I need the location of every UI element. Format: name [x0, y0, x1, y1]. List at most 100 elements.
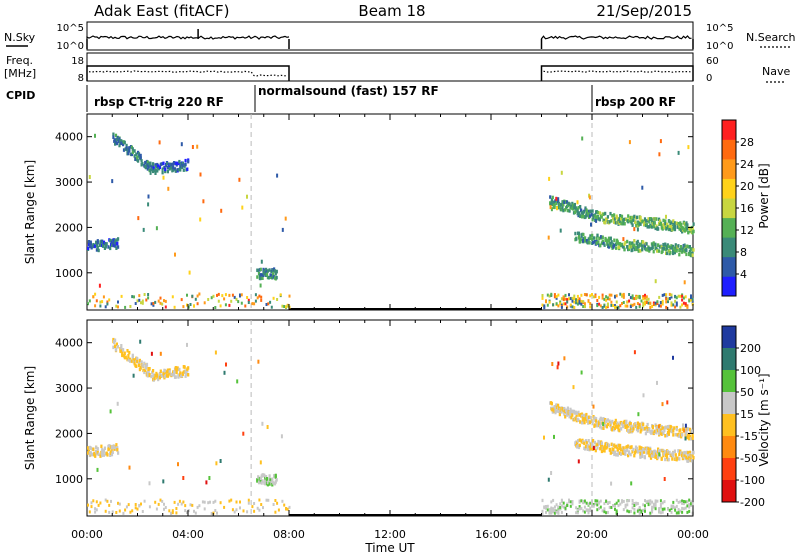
scatter-cell: [683, 428, 686, 433]
scatter-cell: [612, 447, 615, 452]
scatter-cell: [179, 168, 182, 172]
scatter-cell: [619, 443, 622, 448]
scatter-cell: [154, 373, 157, 378]
scatter-cell: [675, 504, 678, 508]
scatter-cell: [142, 227, 145, 232]
cpid-panel: CPID rbsp CT-trig 220 RF normalsound (fa…: [6, 84, 694, 112]
scatter-cell: [102, 244, 105, 248]
scatter-cell: [586, 443, 589, 448]
scatter-cell: [584, 236, 587, 240]
scatter-cell: [258, 498, 261, 502]
scatter-cell: [636, 294, 639, 298]
scatter-cell: [182, 476, 185, 480]
scatter-cell: [265, 477, 269, 482]
scatter-cell: [552, 200, 555, 204]
scatter-cell: [677, 294, 680, 298]
scatter-cell: [559, 502, 562, 506]
scatter-cell: [665, 246, 669, 250]
scatter-cell: [658, 431, 661, 436]
scatter-cell: [640, 509, 643, 513]
scatter-cell: [99, 454, 102, 458]
scatter-cell: [575, 411, 578, 415]
scatter-cell: [127, 354, 130, 358]
scatter-cell: [147, 194, 150, 199]
scatter-cell: [631, 303, 634, 307]
scatter-cell: [580, 506, 583, 510]
scatter-cell: [609, 236, 612, 241]
scatter-cell: [673, 227, 677, 232]
scatter-cell: [574, 206, 577, 210]
scatter-cell: [649, 247, 652, 251]
scatter-cell: [585, 293, 588, 297]
scatter-cell: [656, 499, 659, 503]
scatter-cell: [94, 133, 96, 138]
scatter-cell: [198, 292, 201, 296]
scatter-cell: [606, 502, 609, 505]
scatter-cell: [120, 141, 123, 146]
scatter-cell: [621, 500, 623, 504]
scatter-cell: [589, 302, 592, 306]
scatter-cell: [164, 305, 167, 309]
scatter-cell: [180, 502, 183, 506]
scatter-cell: [624, 425, 627, 429]
scatter-cell: [651, 225, 654, 229]
scatter-cell: [541, 294, 544, 297]
scatter-cell: [618, 245, 621, 249]
scatter-cell: [651, 218, 654, 222]
scatter-cell: [630, 424, 633, 429]
scatter-cell: [577, 439, 580, 443]
scatter-cell: [555, 296, 558, 300]
scatter-cell: [152, 374, 155, 378]
scatter-cell: [138, 504, 141, 507]
scatter-cell: [615, 305, 618, 309]
scatter-cell: [601, 296, 604, 300]
scatter-cell: [162, 161, 165, 166]
scatter-cell: [161, 167, 164, 171]
scatter-cell: [621, 448, 624, 452]
colorbar-segment: [722, 392, 736, 415]
scatter-cell: [642, 422, 645, 427]
scatter-cell: [171, 295, 174, 299]
scatter-cell: [664, 434, 667, 438]
scatter-cell: [132, 373, 135, 378]
scatter-cell: [118, 143, 121, 148]
scatter-cell: [137, 159, 140, 163]
colorbar-tick-label: 16: [740, 202, 754, 215]
scatter-cell: [120, 346, 123, 351]
scatter-cell: [605, 298, 608, 302]
scatter-cell: [196, 302, 199, 306]
colorbar-tick-label: 50: [740, 386, 754, 399]
scatter-cell: [560, 202, 563, 207]
scatter-cell: [614, 504, 616, 508]
scatter-cell: [106, 499, 109, 503]
scatter-cell: [574, 231, 577, 236]
scatter-cell: [660, 457, 663, 461]
scatter-cell: [638, 296, 641, 300]
scatter-cell: [613, 220, 616, 224]
scatter-cell: [634, 220, 637, 224]
scatter-cell: [236, 379, 239, 384]
scatter-cell: [142, 368, 145, 373]
scatter-cell: [674, 508, 677, 512]
scatter-cell: [159, 296, 162, 300]
scatter-cell: [679, 509, 682, 513]
scatter-cell: [138, 358, 141, 363]
scatter-cell: [603, 449, 606, 453]
scatter-cell: [223, 505, 226, 509]
scatter-cell: [654, 504, 657, 508]
scatter-cell: [259, 283, 262, 288]
scatter-cell: [681, 298, 684, 302]
scatter-cell: [182, 168, 185, 172]
scatter-cell: [560, 170, 563, 175]
scatter-cell: [675, 221, 678, 225]
scatter-cell: [629, 215, 632, 220]
scatter-cell: [590, 213, 593, 217]
scatter-cell: [152, 162, 155, 166]
scatter-cell: [678, 452, 681, 457]
scatter-cell: [635, 215, 639, 220]
scatter-cell: [595, 417, 598, 421]
scatter-cell: [611, 428, 614, 432]
scatter-cell: [558, 412, 561, 417]
scatter-cell: [163, 502, 165, 506]
scatter-cell: [96, 447, 99, 451]
